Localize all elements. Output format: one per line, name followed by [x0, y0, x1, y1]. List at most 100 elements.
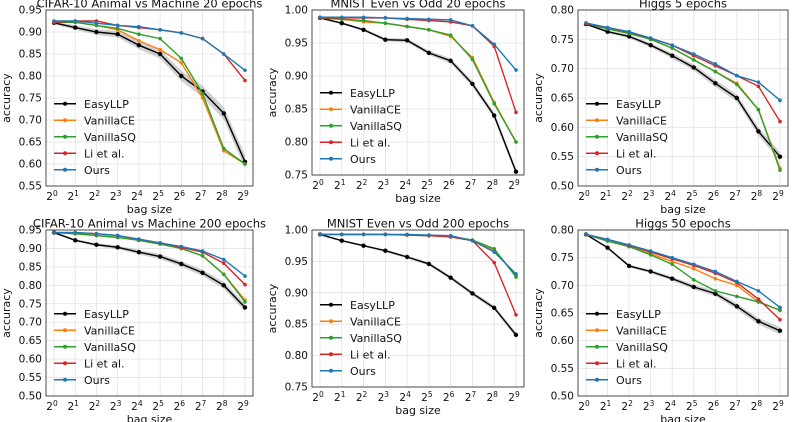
series-line-easyllp: [319, 233, 517, 336]
x-axis-label: bag size: [395, 192, 441, 205]
x-tick-label: 25: [686, 189, 698, 203]
data-point-li-et-al: [243, 78, 247, 83]
series-line-easyllp: [319, 17, 517, 172]
data-point-vanillasq: [448, 33, 453, 37]
legend-marker: [595, 377, 599, 382]
data-point-easyllp: [157, 51, 163, 57]
y-tick-label: 0.55: [19, 372, 42, 384]
series-line-ours: [585, 22, 781, 101]
y-axis-label: accuracy: [532, 288, 545, 338]
y-tick-label: 0.80: [285, 137, 308, 149]
legend: EasyLLP VanillaCE VanillaSQ Li et al. Ours: [320, 87, 402, 166]
data-point-easyllp: [734, 95, 740, 101]
plot-area: [583, 232, 783, 335]
x-tick-label: 28: [751, 189, 763, 203]
legend-label: EasyLLP: [616, 98, 661, 111]
x-tick-label: 22: [356, 390, 368, 404]
data-point-ours: [670, 255, 675, 260]
data-point-easyllp: [404, 254, 410, 260]
legend-marker: [595, 328, 599, 333]
y-tick-label: 1.00: [285, 225, 308, 237]
legend-marker: [595, 134, 599, 139]
legend-label: VanillaCE: [84, 324, 135, 337]
data-point-ours: [73, 19, 78, 23]
data-point-ours: [158, 241, 162, 245]
legend-marker: [595, 167, 599, 172]
data-point-ours: [756, 80, 761, 84]
data-point-ours: [648, 249, 653, 253]
data-point-vanillasq: [115, 26, 120, 31]
data-point-vanillasq: [691, 278, 696, 282]
data-point-vanillasq: [243, 300, 247, 304]
data-point-ours: [713, 269, 718, 274]
data-point-easyllp: [115, 245, 120, 250]
series-line-easyllp: [53, 231, 246, 308]
legend-label: Ours: [350, 365, 376, 378]
data-point-ours: [605, 25, 610, 30]
data-point-easyllp: [94, 29, 99, 35]
legend-marker: [595, 118, 599, 123]
legend-marker: [63, 118, 67, 123]
data-point-vanillasq: [200, 91, 205, 96]
plot-frame: [311, 229, 525, 388]
y-tick-label: 0.55: [551, 151, 574, 163]
x-tick-label: 26: [443, 390, 455, 404]
legend-marker: [595, 361, 599, 366]
legend-marker: [63, 361, 67, 366]
legend-marker: [329, 302, 333, 307]
y-tick-label: 0.70: [551, 280, 574, 292]
plot-area: [317, 232, 519, 338]
legend-marker: [63, 101, 67, 106]
x-tick-label: 28: [216, 399, 228, 413]
data-point-vanillasq: [200, 254, 205, 258]
data-point-vanillasq: [492, 101, 497, 106]
legend-label: VanillaSQ: [350, 332, 402, 345]
data-point-ours: [361, 15, 366, 20]
chart-title: Higgs 50 epochs: [635, 217, 730, 231]
data-point-easyllp: [605, 245, 610, 250]
legend-marker: [329, 123, 333, 128]
plot-area: [317, 15, 519, 175]
legend-marker: [63, 151, 67, 156]
data-point-easyllp: [756, 129, 761, 134]
x-axis-label: bag size: [395, 404, 441, 417]
plot-area: [51, 230, 248, 312]
data-point-ours: [200, 36, 205, 41]
legend-label: EasyLLP: [84, 98, 129, 111]
data-point-vanillace: [179, 61, 184, 65]
x-tick-label: 23: [643, 189, 655, 203]
data-point-easyllp: [221, 111, 226, 116]
data-point-easyllp: [648, 269, 653, 274]
data-point-vanillace: [735, 283, 739, 288]
data-point-easyllp: [648, 43, 653, 48]
x-tick-label: 21: [67, 189, 79, 203]
data-point-ours: [627, 243, 631, 247]
data-point-ours: [514, 68, 518, 72]
chart-title: Higgs 5 epochs: [639, 0, 727, 11]
data-point-vanillasq: [158, 36, 162, 41]
y-tick-label: 0.65: [551, 308, 574, 320]
data-point-ours: [200, 249, 205, 253]
x-tick-label: 25: [152, 399, 164, 413]
data-point-easyllp: [691, 284, 696, 290]
legend-label: VanillaSQ: [350, 120, 402, 133]
legend-label: Ours: [616, 374, 642, 387]
series-line-ours: [54, 20, 246, 71]
data-point-ours: [115, 233, 120, 238]
y-tick-label: 0.85: [285, 319, 308, 331]
data-point-easyllp: [713, 81, 718, 86]
data-point-ours: [427, 233, 431, 237]
data-point-vanillasq: [405, 24, 409, 29]
legend: EasyLLP VanillaCE VanillaSQ Li et al. Ours: [54, 98, 136, 177]
x-tick-label: 21: [67, 399, 79, 413]
data-point-easyllp: [221, 283, 226, 288]
data-point-vanillasq: [243, 162, 247, 166]
data-point-easyllp: [361, 243, 366, 248]
x-tick-label: 25: [421, 390, 433, 404]
y-tick-label: 0.75: [285, 170, 308, 182]
legend-label: Li et al.: [84, 147, 125, 160]
legend-marker: [329, 140, 333, 145]
plot-frame: [577, 229, 789, 397]
x-tick-label: 23: [378, 178, 390, 192]
